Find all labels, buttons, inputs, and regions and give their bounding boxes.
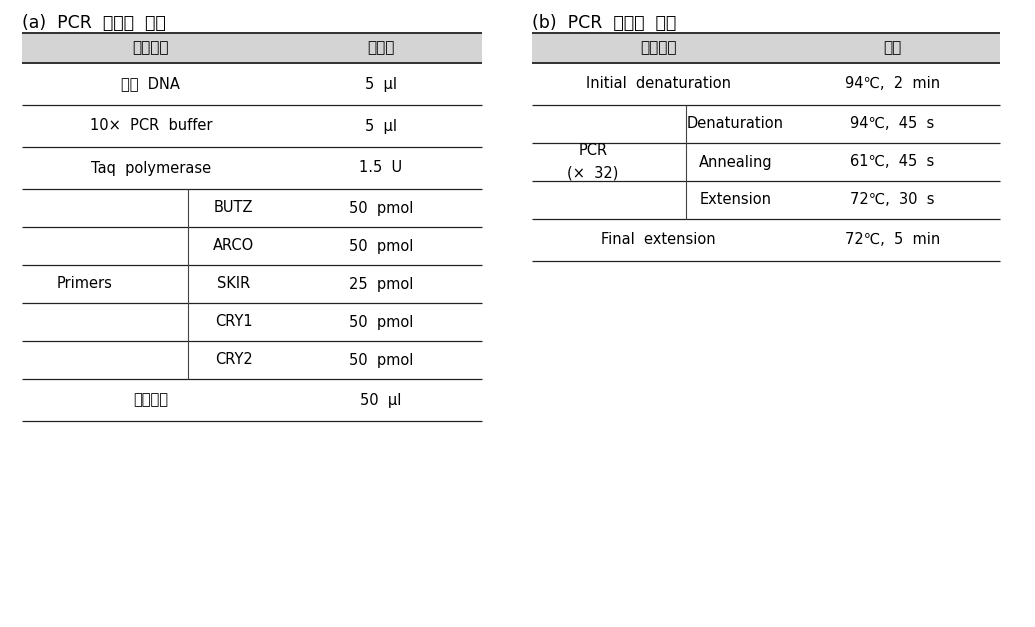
Text: 1.5  U: 1.5 U xyxy=(359,161,403,176)
Text: 50  μl: 50 μl xyxy=(360,393,402,408)
Text: 61℃,  45  s: 61℃, 45 s xyxy=(850,154,935,169)
Text: 최종부피: 최종부피 xyxy=(134,393,169,408)
Bar xyxy=(532,33,1000,63)
Text: 50  pmol: 50 pmol xyxy=(349,352,413,367)
Text: 50  pmol: 50 pmol xyxy=(349,201,413,216)
Text: 첨가량: 첨가량 xyxy=(367,41,394,56)
Text: 주형  DNA: 주형 DNA xyxy=(121,76,180,92)
Text: PCR
(×  32): PCR (× 32) xyxy=(567,144,619,181)
Text: Taq  polymerase: Taq polymerase xyxy=(91,161,211,176)
Text: 25  pmol: 25 pmol xyxy=(349,277,413,292)
Text: CRY1: CRY1 xyxy=(215,315,253,330)
Text: Primers: Primers xyxy=(56,277,112,292)
Text: SKIR: SKIR xyxy=(217,277,250,292)
Text: 반응단계: 반응단계 xyxy=(640,41,677,56)
Text: 94℃,  45  s: 94℃, 45 s xyxy=(850,117,935,132)
Text: Extension: Extension xyxy=(700,192,771,208)
Text: 72℃,  5  min: 72℃, 5 min xyxy=(845,233,940,248)
Text: 조건: 조건 xyxy=(883,41,901,56)
Text: (a)  PCR  반응액  조성: (a) PCR 반응액 조성 xyxy=(22,14,166,32)
Text: Final  extension: Final extension xyxy=(601,233,715,248)
Text: 5  μl: 5 μl xyxy=(364,119,396,134)
Text: (b)  PCR  반응액  조건: (b) PCR 반응액 조건 xyxy=(532,14,676,32)
Text: ARCO: ARCO xyxy=(213,238,255,253)
Bar xyxy=(22,33,482,63)
Text: 94℃,  2  min: 94℃, 2 min xyxy=(845,76,940,92)
Text: 50  pmol: 50 pmol xyxy=(349,238,413,253)
Text: 반응물질: 반응물질 xyxy=(132,41,169,56)
Text: 72℃,  30  s: 72℃, 30 s xyxy=(850,192,935,208)
Text: 50  pmol: 50 pmol xyxy=(349,315,413,330)
Text: BUTZ: BUTZ xyxy=(214,201,254,216)
Text: 10×  PCR  buffer: 10× PCR buffer xyxy=(90,119,212,134)
Text: Denaturation: Denaturation xyxy=(687,117,785,132)
Text: 5  μl: 5 μl xyxy=(364,76,396,92)
Text: Annealing: Annealing xyxy=(699,154,772,169)
Text: Initial  denaturation: Initial denaturation xyxy=(586,76,731,92)
Text: CRY2: CRY2 xyxy=(214,352,253,367)
